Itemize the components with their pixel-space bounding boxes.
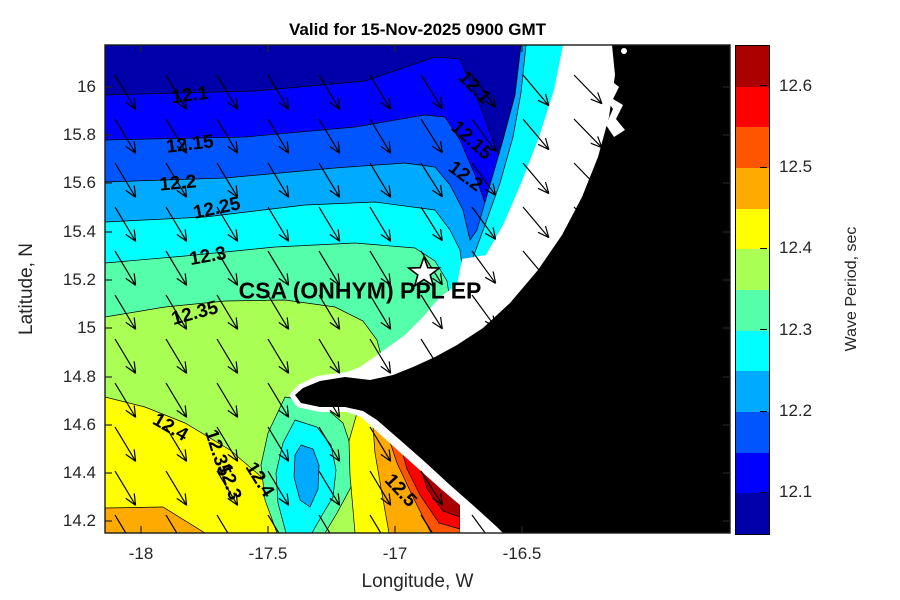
contour-label: 12.2 bbox=[158, 171, 198, 196]
contour-label: 12.1 bbox=[170, 82, 210, 109]
y-tick-label: 15.2 bbox=[62, 270, 96, 289]
y-tick-label: 14.8 bbox=[62, 367, 96, 386]
colorbar-tick-label: 12.6 bbox=[779, 75, 813, 95]
colorbar-band bbox=[736, 290, 769, 331]
axis-tick-marks bbox=[105, 45, 730, 533]
y-tick-label: 16 bbox=[77, 77, 96, 96]
colorbar-band bbox=[736, 493, 769, 535]
colorbar-label: Wave Period, sec bbox=[843, 226, 860, 352]
river-estuary bbox=[599, 61, 625, 137]
colorbar-tick-mark bbox=[760, 329, 767, 331]
colorbar-tick-label: 12.5 bbox=[779, 157, 813, 176]
figure-title: Valid for 15-Nov-2025 0900 GMT bbox=[289, 20, 546, 39]
colorbar-band bbox=[736, 371, 769, 413]
colorbar-tick-mark bbox=[760, 247, 767, 249]
colorbar-band bbox=[736, 127, 769, 169]
x-tick-label: -16.5 bbox=[502, 544, 542, 563]
y-tick-label: 15.8 bbox=[62, 125, 96, 144]
colorbar-tick-label: 12.1 bbox=[779, 482, 813, 502]
landmass bbox=[295, 45, 730, 533]
colorbar-tick-mark bbox=[760, 85, 767, 87]
x-tick-label: -18 bbox=[128, 544, 154, 563]
colorbar-tick-mark bbox=[760, 491, 767, 493]
coastal-islet bbox=[621, 48, 627, 54]
colorbar-band bbox=[736, 86, 769, 128]
y-axis-label: Latitude, N bbox=[16, 243, 37, 335]
y-tick-label: 15.6 bbox=[62, 173, 96, 192]
colorbar-tick-label: 12.2 bbox=[779, 401, 813, 420]
colorbar-band bbox=[736, 46, 769, 87]
x-axis-label: Longitude, W bbox=[361, 571, 474, 592]
y-tick-label: 14.4 bbox=[62, 463, 96, 482]
plot-border bbox=[104, 44, 731, 534]
colorbar bbox=[735, 45, 770, 535]
colorbar-band bbox=[736, 452, 769, 494]
colorbar-tick-label: 12.4 bbox=[779, 238, 813, 258]
colorbar-tick-mark bbox=[760, 166, 767, 168]
colorbar-band bbox=[736, 249, 769, 291]
colorbar-tick-mark bbox=[760, 410, 767, 412]
x-tick-label: -17.5 bbox=[248, 544, 288, 563]
site-label: CSA (ONHYM) PPL EP bbox=[238, 277, 482, 304]
x-tick-label: -17 bbox=[382, 544, 408, 563]
y-tick-label: 15.4 bbox=[62, 222, 96, 241]
colorbar-tick-label: 12.3 bbox=[779, 319, 813, 339]
colorbar-band bbox=[736, 330, 769, 372]
colorbar-band bbox=[736, 208, 769, 250]
colorbar-band bbox=[736, 168, 769, 209]
y-tick-label: 15 bbox=[77, 318, 96, 337]
y-tick-label: 14.6 bbox=[62, 415, 96, 434]
y-tick-label: 14.2 bbox=[62, 511, 96, 530]
colorbar-band bbox=[736, 412, 769, 453]
site-marker-star bbox=[406, 254, 442, 288]
